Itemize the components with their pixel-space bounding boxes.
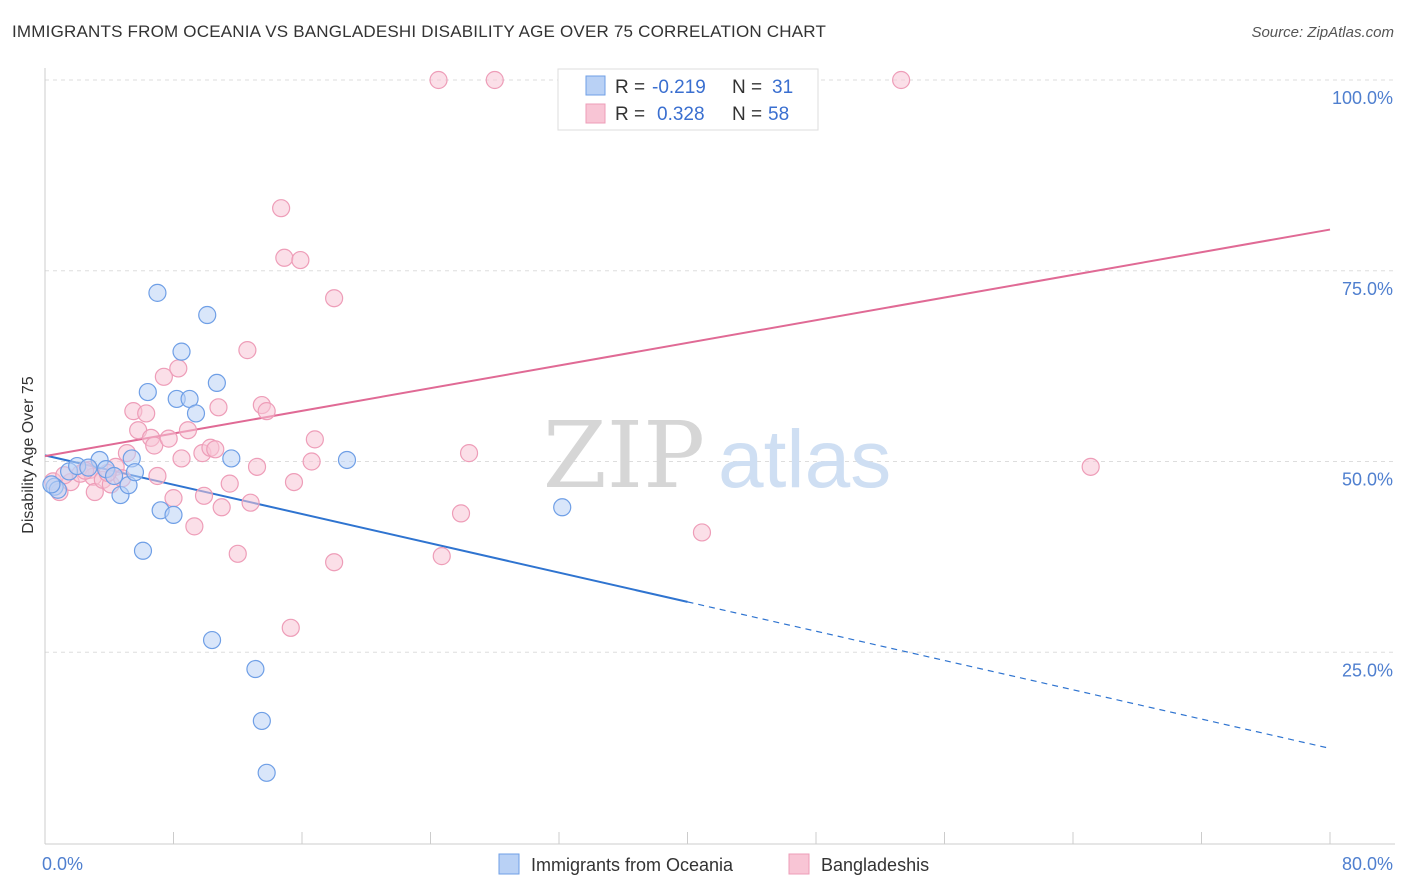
- data-point-s0-7: [104, 466, 124, 486]
- series-legend-swatch-bangladeshis: [788, 853, 810, 875]
- watermark-zip: ZIP: [543, 402, 705, 509]
- data-point-s1-23: [178, 421, 198, 440]
- legend-r-label-oceania: R =: [615, 77, 645, 98]
- data-point-s0-23: [207, 373, 226, 393]
- data-point-s1-53: [892, 70, 911, 90]
- y-axis-label: Disability Age Over 75: [20, 376, 37, 534]
- data-point-s0-26: [252, 711, 271, 731]
- data-point-s1-14: [137, 404, 156, 423]
- data-point-s1-47: [429, 70, 448, 90]
- data-point-s1-33: [238, 341, 257, 360]
- series-legend: Immigrants from Oceania Bangladeshis: [498, 853, 929, 875]
- data-point-s0-24: [222, 449, 241, 468]
- data-point-s1-20: [164, 489, 183, 508]
- legend-swatch-oceania: [585, 75, 606, 96]
- data-point-s1-30: [212, 498, 231, 517]
- data-point-s1-48: [432, 547, 451, 566]
- data-point-s1-18: [154, 367, 173, 386]
- data-point-s1-46: [325, 553, 344, 572]
- y-tick-label-3: 100.0%: [1332, 88, 1393, 108]
- y-tick-label-0: 25.0%: [1342, 660, 1393, 680]
- data-point-s0-29: [553, 498, 572, 517]
- tick-labels: 25.0% 50.0% 75.0% 100.0% 0.0% 80.0%: [42, 88, 1393, 874]
- data-point-s1-42: [291, 250, 310, 270]
- legend-r-value-bangladeshis: 0.328: [657, 104, 705, 125]
- trend-line-1: [44, 228, 1331, 458]
- x-tick-label-1: 80.0%: [1342, 854, 1393, 874]
- data-point-s1-52: [692, 523, 712, 542]
- data-points: [42, 70, 1100, 782]
- grid-lines: [45, 79, 1395, 653]
- data-point-s1-43: [302, 452, 321, 471]
- legend-swatch-bangladeshis: [585, 103, 606, 124]
- data-point-s0-22: [202, 630, 222, 650]
- chart-source: Source: ZipAtlas.com: [1251, 24, 1394, 41]
- data-point-s1-22: [172, 449, 191, 468]
- legend-n-value-bangladeshis: 58: [768, 104, 789, 125]
- data-point-s1-34: [241, 493, 260, 512]
- trend-line-dashed-0: [687, 601, 1331, 749]
- legend-n-label-bangladeshis: N =: [732, 104, 762, 125]
- data-point-s1-29: [209, 398, 228, 417]
- data-point-s1-21: [169, 359, 188, 378]
- data-point-s0-30: [42, 475, 61, 494]
- legend-r-value-oceania: -0.219: [652, 77, 706, 98]
- data-point-s1-26: [194, 486, 214, 505]
- data-point-s1-38: [272, 199, 291, 218]
- legend-r-label-bangladeshis: R =: [615, 104, 645, 125]
- data-point-s0-12: [133, 541, 153, 560]
- watermark-atlas: atlas: [718, 414, 891, 505]
- data-point-s1-24: [185, 517, 204, 536]
- data-point-s1-54: [1081, 457, 1100, 476]
- data-point-s1-50: [459, 444, 479, 463]
- data-point-s0-20: [186, 404, 206, 423]
- data-point-s0-16: [164, 505, 183, 525]
- y-tick-label-2: 75.0%: [1342, 279, 1393, 299]
- data-point-s1-19: [159, 429, 178, 448]
- data-point-s1-35: [247, 457, 267, 476]
- data-point-s0-28: [337, 450, 357, 470]
- legend-n-label-oceania: N =: [732, 77, 762, 98]
- data-point-s1-37: [257, 402, 276, 421]
- x-tick-label-0: 0.0%: [42, 854, 83, 874]
- data-point-s1-45: [325, 289, 344, 308]
- data-point-s0-27: [257, 763, 276, 782]
- data-point-s1-28: [206, 440, 225, 459]
- stats-legend: R = -0.219 N = 31 R = 0.328 N = 58: [557, 68, 819, 131]
- data-point-s1-49: [451, 504, 471, 523]
- data-point-s0-21: [198, 305, 217, 325]
- data-point-s1-17: [148, 466, 167, 486]
- data-point-s0-11: [125, 463, 145, 482]
- data-point-s0-5: [79, 458, 98, 477]
- data-point-s1-31: [220, 474, 239, 493]
- series-legend-swatch-oceania: [498, 853, 520, 875]
- legend-n-value-oceania: 31: [772, 77, 793, 98]
- data-point-s1-32: [228, 544, 247, 563]
- data-point-s1-41: [284, 473, 304, 492]
- data-point-s1-44: [305, 430, 324, 449]
- chart-title: IMMIGRANTS FROM OCEANIA VS BANGLADESHI D…: [12, 22, 827, 41]
- data-point-s0-18: [172, 342, 191, 361]
- data-point-s0-13: [138, 382, 157, 402]
- series-legend-label-oceania: Immigrants from Oceania: [531, 855, 734, 875]
- data-point-s0-14: [148, 283, 167, 302]
- data-point-s0-25: [246, 659, 265, 679]
- data-point-s1-51: [485, 70, 504, 90]
- series-legend-label-bangladeshis: Bangladeshis: [821, 855, 929, 875]
- y-tick-label-1: 50.0%: [1342, 470, 1393, 490]
- data-point-s1-39: [275, 248, 294, 267]
- data-point-s1-40: [281, 618, 300, 637]
